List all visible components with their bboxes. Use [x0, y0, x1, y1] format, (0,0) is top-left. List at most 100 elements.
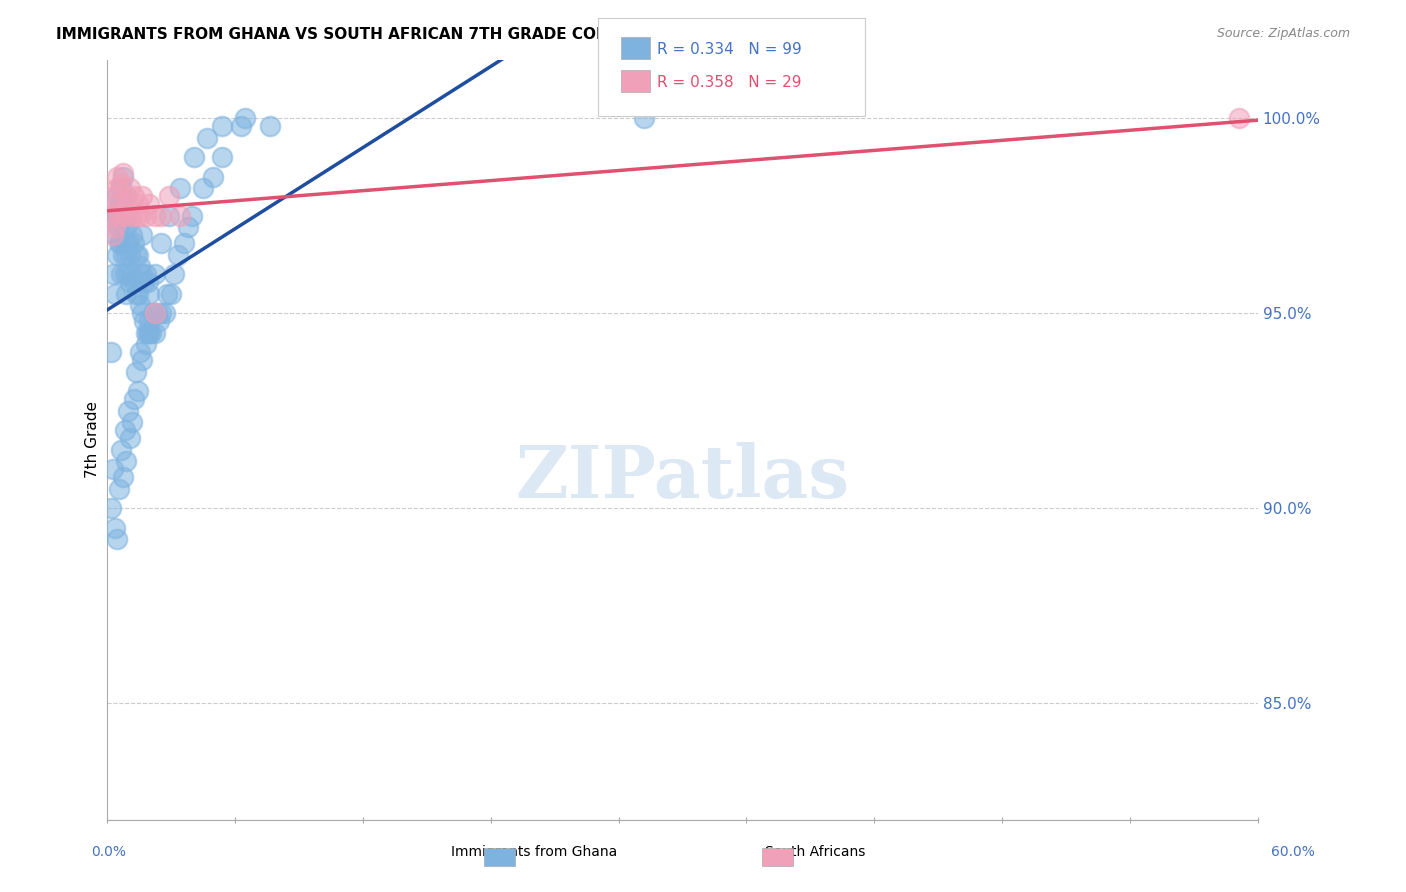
Point [191, 181, 214, 195]
Point [107, 197, 129, 211]
Point [173, 235, 195, 250]
Point [105, 169, 128, 184]
Point [111, 220, 134, 235]
Point [104, 220, 127, 235]
Point [117, 403, 139, 417]
Point [135, 267, 157, 281]
Point [111, 197, 134, 211]
Point [135, 326, 157, 340]
Point [115, 189, 138, 203]
Point [143, 209, 166, 223]
Y-axis label: 7th Grade: 7th Grade [86, 401, 100, 478]
Point [121, 209, 143, 223]
Point [135, 337, 157, 351]
Point [104, 228, 127, 243]
Point [131, 306, 153, 320]
Point [136, 326, 159, 340]
Point [127, 384, 149, 398]
Point [114, 267, 136, 281]
Point [125, 286, 148, 301]
Point [114, 209, 136, 223]
Point [149, 235, 172, 250]
Point [211, 119, 233, 133]
Point [138, 197, 160, 211]
Point [138, 286, 160, 301]
Point [111, 166, 134, 180]
Point [111, 247, 134, 261]
Point [105, 189, 128, 203]
Point [122, 235, 145, 250]
Point [136, 275, 159, 289]
Point [167, 247, 190, 261]
Point [122, 189, 145, 203]
Point [128, 209, 150, 223]
Point [120, 247, 142, 261]
Text: Immigrants from Ghana: Immigrants from Ghana [451, 846, 617, 859]
Text: IMMIGRANTS FROM GHANA VS SOUTH AFRICAN 7TH GRADE CORRELATION CHART: IMMIGRANTS FROM GHANA VS SOUTH AFRICAN 7… [56, 27, 755, 42]
Point [117, 267, 139, 281]
Point [101, 209, 124, 223]
Point [115, 189, 138, 203]
Point [125, 209, 148, 223]
Point [142, 306, 165, 320]
Point [233, 111, 256, 125]
Point [104, 520, 127, 534]
Point [101, 462, 124, 476]
Point [132, 314, 155, 328]
Point [143, 326, 166, 340]
Point [149, 209, 172, 223]
Point [101, 189, 124, 203]
Text: Source: ZipAtlas.com: Source: ZipAtlas.com [1216, 27, 1350, 40]
Point [100, 501, 122, 516]
Point [127, 286, 149, 301]
Point [143, 267, 166, 281]
Point [259, 119, 281, 133]
Point [195, 130, 218, 145]
Point [105, 209, 128, 223]
Point [143, 306, 166, 320]
Point [110, 235, 132, 250]
Point [120, 275, 142, 289]
Point [122, 275, 145, 289]
Point [131, 228, 153, 243]
Point [211, 150, 233, 164]
Point [141, 326, 163, 340]
Point [121, 267, 143, 281]
Point [114, 235, 136, 250]
Text: 0.0%: 0.0% [91, 846, 127, 859]
Point [115, 286, 138, 301]
Point [169, 181, 191, 195]
Point [107, 209, 129, 223]
Point [111, 169, 134, 184]
Point [125, 247, 148, 261]
Point [110, 178, 132, 192]
Text: 60.0%: 60.0% [1271, 846, 1315, 859]
Point [131, 352, 153, 367]
Point [138, 326, 160, 340]
Point [105, 533, 128, 547]
Point [180, 209, 202, 223]
Point [117, 235, 139, 250]
Point [128, 260, 150, 274]
Point [128, 298, 150, 312]
Point [153, 306, 176, 320]
Text: R = 0.358   N = 29: R = 0.358 N = 29 [657, 75, 801, 89]
Point [121, 228, 143, 243]
Point [110, 209, 132, 223]
Point [1227, 111, 1250, 125]
Point [125, 365, 148, 379]
Point [157, 189, 180, 203]
Point [149, 306, 172, 320]
Point [101, 267, 124, 281]
Point [117, 209, 139, 223]
Text: South Africans: South Africans [765, 846, 866, 859]
Point [115, 220, 138, 235]
Point [127, 197, 149, 211]
Point [120, 181, 142, 195]
Point [177, 220, 200, 235]
Point [157, 209, 180, 223]
Point [201, 169, 224, 184]
Point [115, 454, 138, 468]
Point [127, 247, 149, 261]
Point [135, 209, 157, 223]
